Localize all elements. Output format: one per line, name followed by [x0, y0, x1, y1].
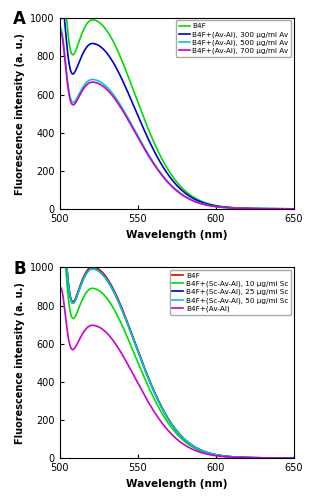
B4F+(Sc-Av-Al), 50 μg/ml Sc — [245, 454, 248, 460]
B4F+(Av-Al), 500 μg/ml Av — [245, 206, 248, 212]
B4F+(Av-Al) — [219, 454, 223, 460]
B4F+(Sc-Av-Al), 10 μg/ml Sc — [58, 216, 62, 222]
Line: B4F+(Sc-Av-Al), 50 μg/ml Sc: B4F+(Sc-Av-Al), 50 μg/ml Sc — [60, 204, 294, 458]
B4F+(Sc-Av-Al), 10 μg/ml Sc — [292, 455, 295, 461]
Line: B4F: B4F — [60, 203, 294, 458]
B4F+(Sc-Av-Al), 50 μg/ml Sc — [153, 390, 156, 396]
B4F+(Av-Al), 300 μg/ml Av — [153, 149, 156, 155]
B4F+(Av-Al), 500 μg/ml Av — [161, 173, 165, 179]
B4F+(Av-Al), 300 μg/ml Av — [219, 204, 223, 210]
B4F+(Av-Al), 300 μg/ml Av — [241, 205, 244, 211]
B4F — [161, 158, 165, 164]
B4F+(Av-Al), 300 μg/ml Av — [292, 206, 295, 212]
B4F+(Sc-Av-Al), 50 μg/ml Sc — [59, 201, 62, 207]
Line: B4F+(Av-Al), 500 μg/ml Av: B4F+(Av-Al), 500 μg/ml Av — [60, 28, 294, 209]
Line: B4F+(Sc-Av-Al), 10 μg/ml Sc: B4F+(Sc-Av-Al), 10 μg/ml Sc — [60, 218, 294, 458]
B4F — [292, 206, 295, 212]
B4F+(Sc-Av-Al), 25 μg/ml Sc — [245, 454, 248, 460]
B4F+(Sc-Av-Al), 25 μg/ml Sc — [59, 201, 62, 207]
B4F+(Av-Al), 700 μg/ml Av — [292, 206, 295, 212]
B4F+(Av-Al) — [161, 422, 165, 428]
B4F+(Av-Al) — [82, 328, 86, 334]
B4F — [58, 202, 62, 207]
B4F+(Av-Al) — [245, 454, 248, 460]
B4F+(Sc-Av-Al), 25 μg/ml Sc — [58, 202, 62, 208]
B4F+(Sc-Av-Al), 10 μg/ml Sc — [153, 396, 156, 402]
B4F+(Sc-Av-Al), 25 μg/ml Sc — [82, 275, 86, 281]
B4F+(Av-Al), 500 μg/ml Av — [82, 82, 86, 88]
B4F — [82, 273, 86, 279]
Y-axis label: Fluorescence intensity (a. u.): Fluorescence intensity (a. u.) — [15, 32, 25, 194]
B4F — [161, 406, 165, 412]
B4F+(Sc-Av-Al), 50 μg/ml Sc — [82, 275, 86, 281]
B4F+(Av-Al), 500 μg/ml Av — [153, 162, 156, 168]
B4F+(Av-Al), 700 μg/ml Av — [59, 29, 62, 35]
B4F+(Sc-Av-Al), 50 μg/ml Sc — [58, 202, 62, 208]
B4F+(Av-Al), 500 μg/ml Av — [219, 204, 223, 210]
B4F+(Av-Al) — [58, 286, 62, 292]
B4F+(Av-Al), 300 μg/ml Av — [245, 206, 248, 212]
B4F+(Sc-Av-Al), 50 μg/ml Sc — [219, 452, 223, 458]
X-axis label: Wavelength (nm): Wavelength (nm) — [126, 230, 227, 239]
B4F+(Sc-Av-Al), 25 μg/ml Sc — [153, 390, 156, 396]
B4F+(Sc-Av-Al), 25 μg/ml Sc — [292, 455, 295, 461]
B4F+(Sc-Av-Al), 50 μg/ml Sc — [161, 407, 165, 413]
B4F+(Sc-Av-Al), 10 μg/ml Sc — [245, 454, 248, 460]
B4F+(Av-Al), 300 μg/ml Av — [82, 48, 86, 54]
X-axis label: Wavelength (nm): Wavelength (nm) — [126, 479, 227, 489]
Line: B4F+(Av-Al), 300 μg/ml Av: B4F+(Av-Al), 300 μg/ml Av — [60, 0, 294, 209]
B4F — [245, 206, 248, 212]
B4F+(Av-Al), 700 μg/ml Av — [245, 206, 248, 212]
B4F+(Av-Al) — [292, 455, 295, 461]
B4F — [219, 452, 223, 458]
Text: A: A — [13, 10, 26, 29]
Legend: B4F, B4F+(Av-Al), 300 μg/ml Av, B4F+(Av-Al), 500 μg/ml Av, B4F+(Av-Al), 700 μg/m: B4F, B4F+(Av-Al), 300 μg/ml Av, B4F+(Av-… — [176, 20, 291, 57]
B4F+(Sc-Av-Al), 50 μg/ml Sc — [241, 454, 244, 460]
B4F+(Av-Al), 700 μg/ml Av — [153, 162, 156, 168]
Line: B4F+(Av-Al): B4F+(Av-Al) — [60, 288, 294, 458]
B4F+(Sc-Av-Al), 25 μg/ml Sc — [161, 407, 165, 413]
B4F+(Av-Al), 500 μg/ml Av — [241, 206, 244, 212]
B4F — [241, 205, 244, 211]
Legend: B4F, B4F+(Sc-Av-Al), 10 μg/ml Sc, B4F+(Sc-Av-Al), 25 μg/ml Sc, B4F+(Sc-Av-Al), 5: B4F, B4F+(Sc-Av-Al), 10 μg/ml Sc, B4F+(S… — [170, 270, 291, 315]
B4F — [292, 455, 295, 461]
B4F+(Sc-Av-Al), 50 μg/ml Sc — [292, 455, 295, 461]
B4F+(Sc-Av-Al), 10 μg/ml Sc — [161, 412, 165, 418]
B4F — [59, 200, 62, 206]
B4F+(Av-Al) — [153, 410, 156, 416]
B4F+(Sc-Av-Al), 10 μg/ml Sc — [241, 454, 244, 460]
B4F+(Av-Al) — [59, 284, 62, 290]
B4F+(Sc-Av-Al), 10 μg/ml Sc — [59, 214, 62, 220]
B4F — [153, 141, 156, 147]
B4F+(Av-Al), 700 μg/ml Av — [82, 85, 86, 91]
B4F+(Sc-Av-Al), 25 μg/ml Sc — [241, 454, 244, 460]
B4F+(Av-Al), 500 μg/ml Av — [58, 26, 62, 32]
B4F — [153, 389, 156, 395]
B4F+(Av-Al), 300 μg/ml Av — [161, 164, 165, 170]
B4F+(Sc-Av-Al), 10 μg/ml Sc — [219, 453, 223, 459]
Text: B: B — [13, 260, 26, 278]
B4F+(Av-Al), 700 μg/ml Av — [219, 204, 223, 210]
B4F — [245, 454, 248, 460]
B4F+(Av-Al), 700 μg/ml Av — [161, 174, 165, 180]
B4F+(Sc-Av-Al), 25 μg/ml Sc — [219, 452, 223, 458]
Line: B4F+(Av-Al), 700 μg/ml Av: B4F+(Av-Al), 700 μg/ml Av — [60, 32, 294, 209]
B4F+(Av-Al), 700 μg/ml Av — [58, 30, 62, 36]
Line: B4F: B4F — [60, 0, 294, 209]
B4F+(Av-Al) — [241, 454, 244, 460]
B4F — [219, 204, 223, 210]
B4F+(Sc-Av-Al), 10 μg/ml Sc — [82, 294, 86, 300]
Line: B4F+(Sc-Av-Al), 25 μg/ml Sc: B4F+(Sc-Av-Al), 25 μg/ml Sc — [60, 204, 294, 458]
B4F — [241, 454, 244, 460]
B4F+(Av-Al), 500 μg/ml Av — [292, 206, 295, 212]
Y-axis label: Fluorescence intensity (a. u.): Fluorescence intensity (a. u.) — [15, 282, 25, 444]
B4F — [82, 26, 86, 32]
B4F+(Av-Al), 500 μg/ml Av — [59, 25, 62, 31]
B4F+(Av-Al), 700 μg/ml Av — [241, 206, 244, 212]
